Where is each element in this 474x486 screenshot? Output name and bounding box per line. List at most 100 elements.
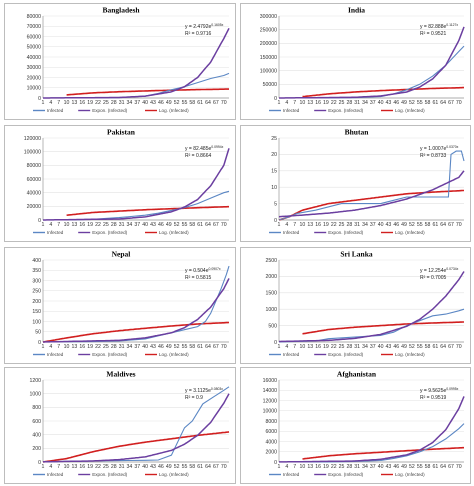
x-tick-label: 61 xyxy=(197,464,203,470)
x-tick-label: 67 xyxy=(448,222,454,228)
equation-base: y = 12.254e xyxy=(420,268,446,274)
x-tick-label: 34 xyxy=(127,344,133,350)
y-tick-label: 250000 xyxy=(260,27,277,33)
x-tick-label: 4 xyxy=(49,222,52,228)
x-tick-label: 49 xyxy=(166,100,172,106)
trendline-equation: y = 0.504e0.0907x xyxy=(185,267,221,274)
x-tick-label: 34 xyxy=(127,100,133,106)
x-tick-label: 55 xyxy=(417,464,423,470)
x-tick-label: 70 xyxy=(456,222,462,228)
legend-label-log: Log. (Infected) xyxy=(159,352,189,357)
x-tick-label: 10 xyxy=(300,222,306,228)
x-tick-label: 16 xyxy=(315,100,321,106)
x-tick-label: 4 xyxy=(49,100,52,106)
y-tick-label: 400 xyxy=(32,432,41,438)
y-tick-label: 200 xyxy=(32,299,41,305)
y-tick-label: 0 xyxy=(274,96,277,102)
y-tick-label: 25 xyxy=(271,136,277,142)
x-tick-label: 55 xyxy=(417,100,423,106)
x-tick-label: 34 xyxy=(362,100,368,106)
series-expon-infected xyxy=(279,396,465,463)
x-tick-label: 43 xyxy=(150,100,156,106)
chart-svg: Bangladesh 0 10000 20000 30000 40000 50000 6000… xyxy=(27,6,230,113)
x-tick-label: 22 xyxy=(331,100,337,106)
y-tick-label: 20 xyxy=(271,152,277,158)
x-tick-label: 4 xyxy=(49,464,52,470)
x-tick-label: 64 xyxy=(440,344,446,350)
x-tick-label: 19 xyxy=(323,464,329,470)
legend-label-expon: Expon. (Infected) xyxy=(328,230,363,235)
x-tick-label: 40 xyxy=(378,222,384,228)
x-tick-label: 37 xyxy=(370,344,376,350)
x-tick-label: 43 xyxy=(386,222,392,228)
y-tick-label: 10000 xyxy=(263,409,278,415)
x-tick-label: 58 xyxy=(189,222,195,228)
x-tick-label: 61 xyxy=(197,100,203,106)
x-tick-label: 1 xyxy=(278,464,281,470)
x-tick-label: 31 xyxy=(119,464,125,470)
y-tick-label: 30000 xyxy=(27,65,42,71)
x-tick-label: 7 xyxy=(57,344,60,350)
equation-exponent: 0.0994x xyxy=(211,145,223,149)
x-tick-label: 31 xyxy=(119,344,125,350)
legend-label-infected: Infected xyxy=(47,472,64,477)
x-tick-label: 34 xyxy=(127,464,133,470)
x-tick-label: 70 xyxy=(221,344,227,350)
x-tick-label: 67 xyxy=(213,344,219,350)
chart-panel-maldives: Maldives 0 200 400 600 800 1000 1200 1 4 7 10 13 16 19… xyxy=(4,367,236,484)
x-tick-label: 16 xyxy=(79,222,85,228)
legend-label-infected: Infected xyxy=(47,352,64,357)
y-tick-label: 5 xyxy=(274,201,277,207)
chart-title: Bhutan xyxy=(345,128,370,137)
series-infected xyxy=(278,423,465,463)
y-tick-label: 200 xyxy=(32,446,41,452)
x-tick-label: 7 xyxy=(293,100,296,106)
x-tick-label: 52 xyxy=(174,222,180,228)
equation-exponent: 0.1605x xyxy=(211,23,223,27)
x-tick-label: 58 xyxy=(425,344,431,350)
x-tick-label: 64 xyxy=(205,100,211,106)
x-tick-label: 64 xyxy=(440,464,446,470)
legend-label-log: Log. (Infected) xyxy=(395,230,425,235)
equation-exponent: 0.0734x xyxy=(446,267,458,271)
x-tick-label: 19 xyxy=(87,222,93,228)
x-tick-label: 22 xyxy=(95,222,101,228)
x-tick-label: 1 xyxy=(42,344,45,350)
x-tick-label: 10 xyxy=(300,100,306,106)
legend-label-expon: Expon. (Infected) xyxy=(92,472,127,477)
series-expon-infected xyxy=(43,27,230,99)
x-tick-label: 67 xyxy=(213,464,219,470)
x-tick-label: 10 xyxy=(64,100,70,106)
x-tick-label: 37 xyxy=(134,100,140,106)
legend-label-infected: Infected xyxy=(47,230,64,235)
x-tick-label: 46 xyxy=(158,100,164,106)
x-tick-label: 19 xyxy=(87,464,93,470)
x-tick-label: 55 xyxy=(182,344,188,350)
equation-base: y = 82.485e xyxy=(185,146,211,152)
x-tick-label: 64 xyxy=(205,464,211,470)
x-tick-label: 7 xyxy=(57,222,60,228)
equation-base: y = 0.504e xyxy=(185,268,209,274)
x-tick-label: 4 xyxy=(49,344,52,350)
equation-base: y = 82.888e xyxy=(420,24,446,30)
x-tick-label: 16 xyxy=(79,100,85,106)
y-tick-label: 600 xyxy=(32,419,41,425)
x-tick-label: 49 xyxy=(401,344,407,350)
x-tick-label: 13 xyxy=(307,222,313,228)
chart-svg: Maldives 0 200 400 600 800 1000 1200 1 4 7 10 13 16 19… xyxy=(29,370,230,477)
x-tick-label: 52 xyxy=(174,344,180,350)
x-tick-label: 70 xyxy=(221,100,227,106)
x-tick-label: 61 xyxy=(432,344,438,350)
x-tick-label: 37 xyxy=(370,464,376,470)
legend-label-log: Log. (Infected) xyxy=(159,108,189,113)
series-expon-infected xyxy=(43,278,230,343)
chart-panel-sri-lanka: Sri Lanka 0 500 1000 1500 2000 2500 1 4 7 10 13 16 19… xyxy=(240,247,471,364)
x-tick-label: 31 xyxy=(354,344,360,350)
legend-label-infected: Infected xyxy=(47,108,64,113)
x-tick-label: 58 xyxy=(425,464,431,470)
x-tick-label: 61 xyxy=(432,464,438,470)
series-infected xyxy=(278,45,465,99)
legend-label-infected: Infected xyxy=(283,108,300,113)
chart-title: India xyxy=(348,6,365,15)
